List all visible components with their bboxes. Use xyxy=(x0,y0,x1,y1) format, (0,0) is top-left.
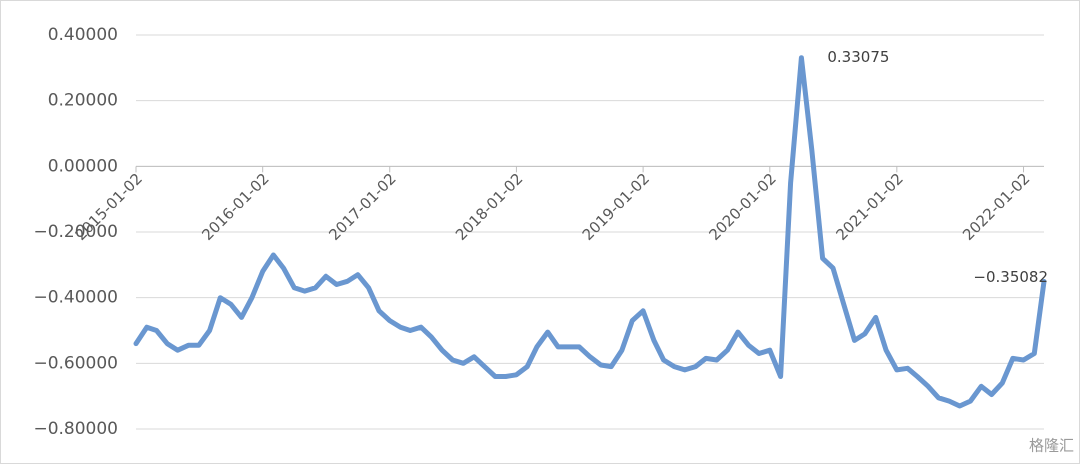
y-tick-label: 0.00000 xyxy=(48,156,118,176)
watermark: 格隆汇 xyxy=(1029,437,1074,455)
y-tick-label: −0.60000 xyxy=(33,353,118,373)
y-tick-label: −0.20000 xyxy=(33,222,118,242)
data-label: −0.35082 xyxy=(973,268,1048,286)
y-tick-label: −0.40000 xyxy=(33,288,118,308)
line-series xyxy=(133,55,1047,409)
y-tick-label: 0.40000 xyxy=(48,25,118,45)
y-tick-label: −0.80000 xyxy=(33,419,118,439)
y-tick-label: 0.20000 xyxy=(48,91,118,111)
data-label: 0.33075 xyxy=(827,48,889,66)
